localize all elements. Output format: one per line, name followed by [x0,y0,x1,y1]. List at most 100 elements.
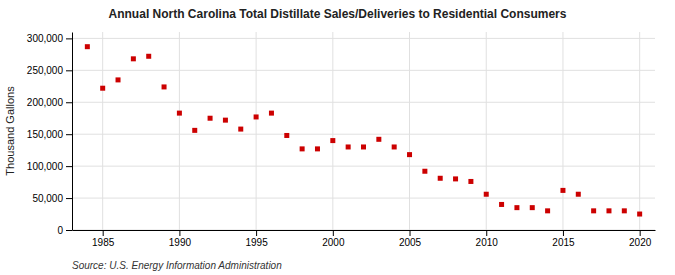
x-tick-mark [179,230,180,236]
x-axis: 1985 1990 1995 2000 2005 2010 2015 2020 [73,230,656,248]
x-tick-label: 2010 [476,237,499,248]
grid-line-y [72,166,655,167]
x-tick-label: 1990 [169,237,192,248]
y-tick: 100,000 [27,161,72,172]
y-tick-mark [66,198,72,199]
title: Annual North Carolina Total Distillate S… [109,7,567,21]
point [361,144,366,149]
point [208,116,213,121]
y-tick-mark [66,230,72,231]
x-tick-mark [410,230,411,236]
y-tick: 200,000 [27,97,72,108]
y-tick-label: 300,000 [27,33,64,44]
point [591,208,596,213]
x-tick-label: 2000 [322,237,345,248]
grid-line-x [486,32,487,230]
point [438,176,443,181]
grid-line-x [102,32,103,230]
y-tick-label: 200,000 [27,97,64,108]
x-tick-mark [486,230,487,236]
x-tick-mark [333,230,334,236]
point [530,205,535,210]
y-tick-mark [66,134,72,135]
grid-line-y [72,198,655,199]
point [576,192,581,197]
points [85,44,642,216]
y-axis: 0 50,000 100,000 150,000 200,000 250,000 300,0… [27,33,73,236]
y-tick: 0 [57,225,72,236]
plot-area: 1985 1990 1995 2000 2005 2010 2015 2020 0 50,000 1… [27,32,656,248]
x-tick-mark [563,230,564,236]
y-tick-mark [66,166,72,167]
grid-line-x [409,32,410,230]
point [177,111,182,116]
chart: 1985 1990 1995 2000 2005 2010 2015 2020 0 50,000 1… [0,0,675,275]
point [560,188,565,193]
point [484,192,489,197]
point [499,202,504,207]
y-tick: 250,000 [27,65,72,76]
point [606,208,611,213]
x-tick-label: 1985 [92,237,115,248]
x-tick: 2010 [476,230,499,248]
x-axis-line [73,230,656,231]
y-tick-label: 150,000 [27,129,64,140]
point [514,205,519,210]
point [330,138,335,143]
point [85,44,90,49]
point [284,133,289,138]
y-tick: 150,000 [27,129,72,140]
y-tick-mark [66,70,72,71]
point [315,146,320,151]
point [453,176,458,181]
point [637,212,642,217]
y-tick-mark [66,38,72,39]
y-tick-label: 50,000 [32,193,63,204]
x-tick: 1995 [245,230,268,248]
x-tick-mark [256,230,257,236]
y-tick-label: 100,000 [27,161,64,172]
point [468,179,473,184]
point [223,118,228,123]
y-axis-title: Thousand Gallons [4,86,16,176]
x-tick: 2000 [322,230,345,248]
x-tick-mark [103,230,104,236]
point [392,144,397,149]
point [269,111,274,116]
grid [72,32,655,230]
point [131,56,136,61]
x-tick-label: 1995 [245,237,268,248]
point [238,127,243,132]
x-tick-label: 2020 [629,237,652,248]
x-tick: 2015 [552,230,575,248]
point [116,77,121,82]
grid-line-y [72,134,655,135]
point [622,208,627,213]
x-tick: 1990 [169,230,192,248]
point [162,84,167,89]
point [192,128,197,133]
grid-line-x [562,32,563,230]
point [346,144,351,149]
grid-line-y [72,230,655,231]
x-tick-label: 2005 [399,237,422,248]
source-note: Source: U.S. Energy Information Administ… [72,260,282,271]
point [422,169,427,174]
grid-line-y [72,70,655,71]
x-tick: 2020 [629,230,652,248]
y-tick: 300,000 [27,33,72,44]
grid-line-x [639,32,640,230]
x-tick: 1985 [92,230,115,248]
point [376,137,381,142]
point [545,208,550,213]
x-tick: 2005 [399,230,422,248]
y-tick: 50,000 [32,193,72,204]
grid-line-x [256,32,257,230]
grid-line-y [72,102,655,103]
x-tick-mark [640,230,641,236]
point [100,86,105,91]
point [254,114,259,119]
y-tick-label: 250,000 [27,65,64,76]
point [407,152,412,157]
grid-line-y [72,38,655,39]
